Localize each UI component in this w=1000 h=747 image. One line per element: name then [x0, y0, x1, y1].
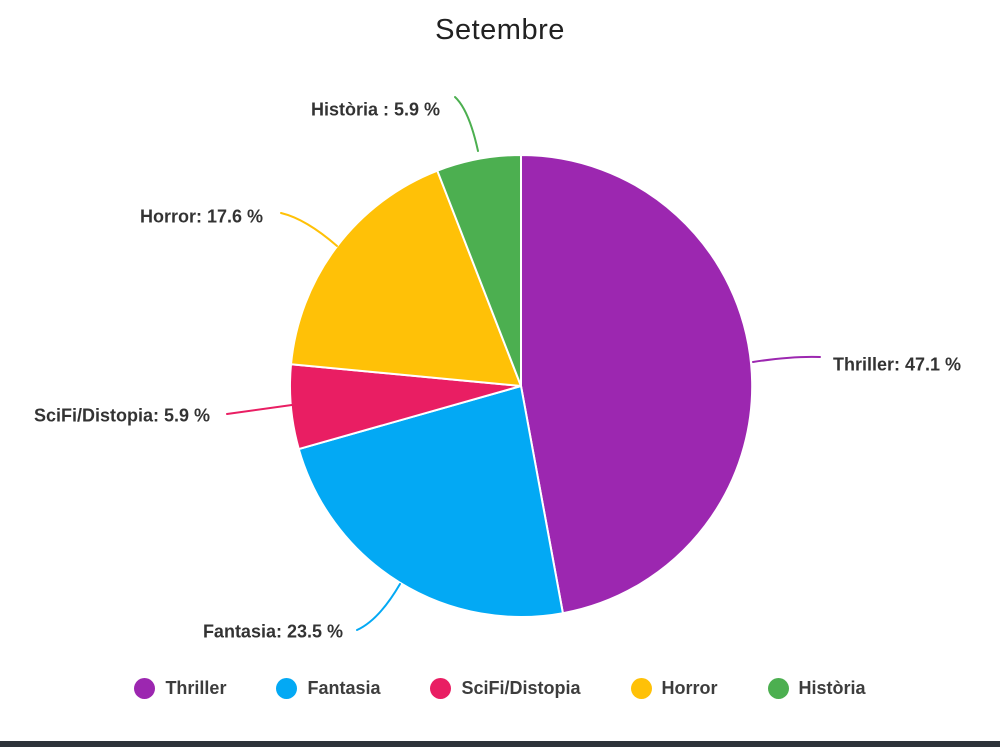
legend-item-fantasia[interactable]: Fantasia — [276, 678, 380, 699]
legend-swatch-scifi-distopia — [430, 678, 452, 699]
slice-label-fantasia: Fantasia: 23.5 % — [202, 621, 343, 642]
leader-line-horror — [280, 212, 338, 247]
legend-item-historia[interactable]: Història — [767, 678, 866, 699]
slice-label-scifi-distopia: SciFi/Distopia: 5.9 % — [33, 405, 210, 426]
legend-item-scifi-distopia[interactable]: SciFi/Distopia — [430, 678, 581, 699]
legend-label-thriller: Thriller — [165, 678, 227, 698]
legend: Thriller Fantasia SciFi/Distopia Horror … — [0, 678, 1000, 699]
legend-item-horror[interactable]: Horror — [630, 678, 718, 699]
slice-label-historia: Història : 5.9 % — [310, 99, 440, 120]
pie-slice-hist-ria[interactable] — [436, 154, 522, 387]
legend-swatch-thriller — [134, 678, 156, 699]
leader-line-scifi-distopia — [226, 403, 300, 415]
footer-bar — [0, 741, 1000, 747]
slice-label-horror: Horror: 17.6 % — [139, 206, 263, 227]
leader-line-thriller — [752, 355, 821, 363]
chart-title: Setembre — [435, 14, 565, 46]
leader-line-hist-ria — [454, 96, 479, 152]
pie-slice-thriller[interactable] — [520, 154, 754, 615]
legend-label-historia: Història — [798, 678, 866, 698]
legend-swatch-horror — [630, 678, 652, 699]
legend-label-scifi-distopia: SciFi/Distopia — [461, 678, 581, 698]
legend-label-horror: Horror — [661, 678, 718, 698]
leader-line-fantasia — [356, 583, 401, 631]
legend-label-fantasia: Fantasia — [307, 678, 381, 698]
slice-label-thriller: Thriller: 47.1 % — [833, 354, 962, 375]
legend-swatch-historia — [767, 678, 789, 699]
legend-swatch-fantasia — [276, 678, 298, 699]
legend-item-thriller[interactable]: Thriller — [134, 678, 226, 699]
pie-slice-fantasia[interactable] — [297, 385, 564, 618]
